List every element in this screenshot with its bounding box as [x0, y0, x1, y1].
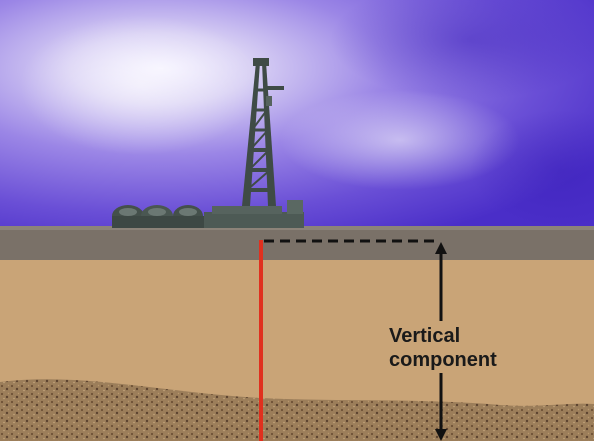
cloud-highlight	[280, 90, 520, 190]
ground-surface	[0, 228, 594, 260]
storage-tank-icon	[112, 205, 204, 228]
gravel-layer	[0, 379, 594, 441]
cloud-shadow	[470, 110, 594, 230]
vertical-component-label-line1: Vertical	[389, 325, 460, 347]
vertical-component-label-line2: component	[389, 349, 497, 371]
cloud-highlight	[20, 15, 260, 155]
arrowhead-down	[435, 429, 447, 441]
arrowhead-up	[435, 242, 447, 254]
drilling-rig-icon	[204, 58, 304, 228]
cloud-shadow	[330, 0, 594, 100]
label-backdrop	[384, 321, 534, 373]
